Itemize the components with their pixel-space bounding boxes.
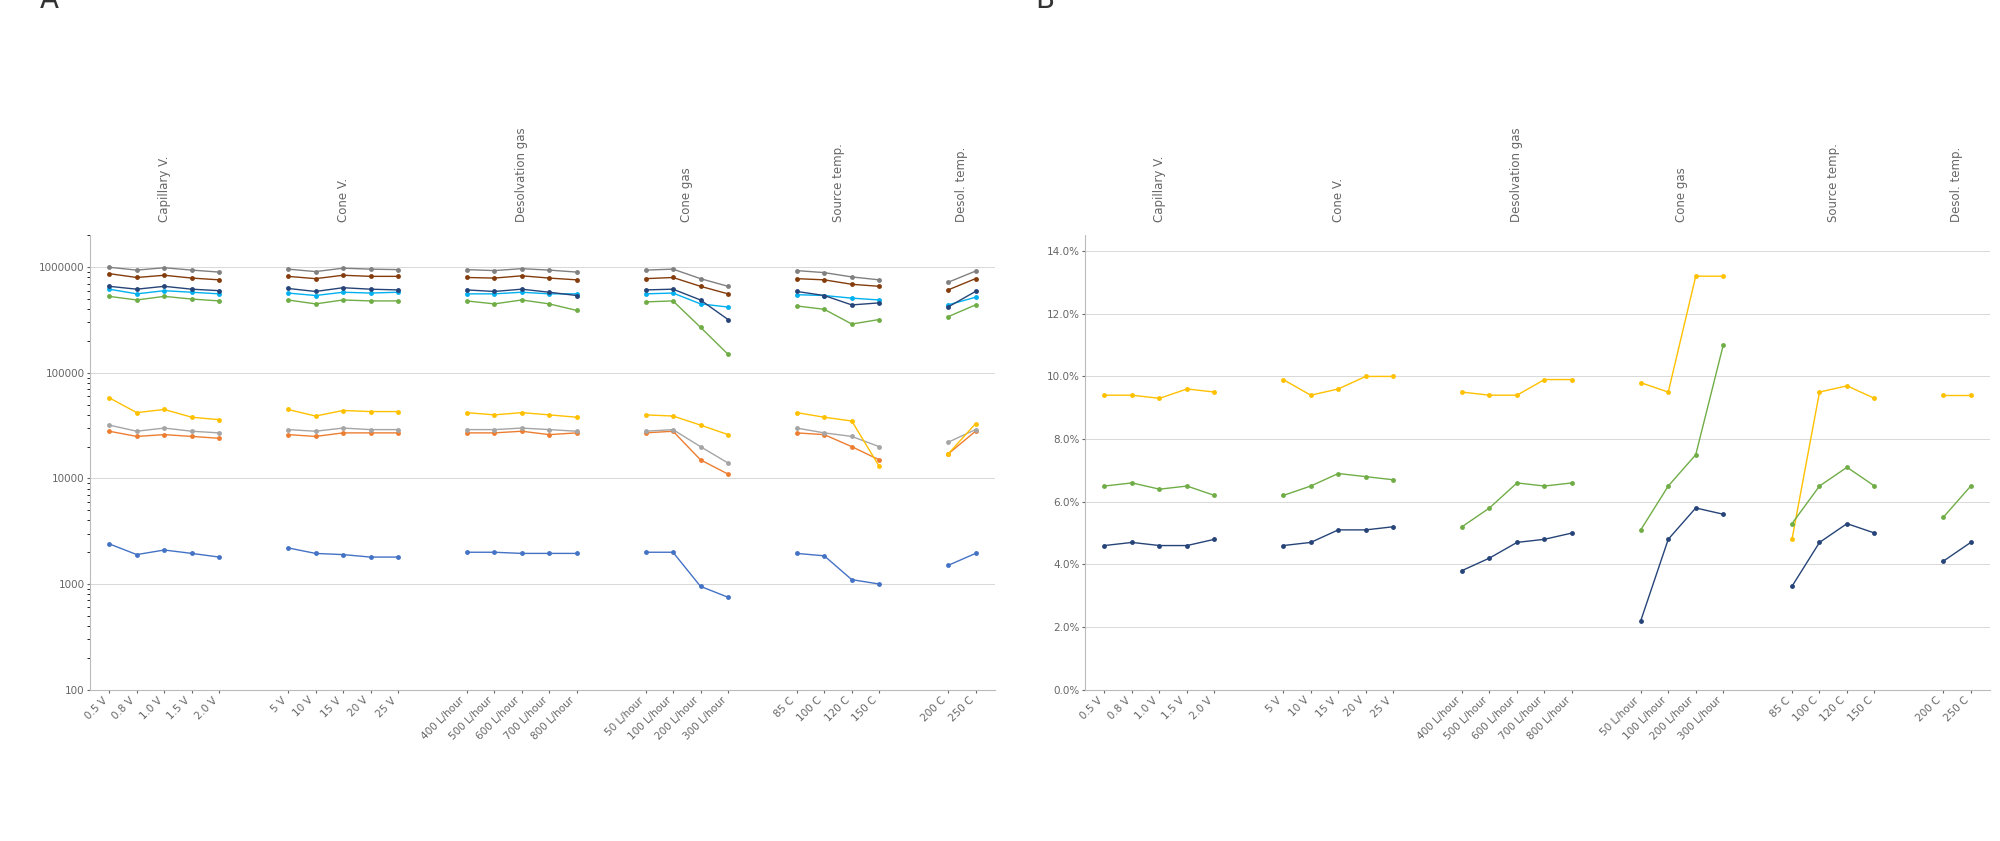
- Text: Source temp.: Source temp.: [1826, 143, 1840, 222]
- Text: Desolvation gas: Desolvation gas: [516, 127, 528, 222]
- Text: Cone gas: Cone gas: [680, 167, 694, 222]
- Text: Source temp.: Source temp.: [832, 143, 844, 222]
- Text: Cone V.: Cone V.: [1332, 177, 1344, 222]
- Text: Desol. temp.: Desol. temp.: [956, 146, 968, 222]
- Text: Desolvation gas: Desolvation gas: [1510, 127, 1524, 222]
- Text: Cone V.: Cone V.: [336, 177, 350, 222]
- Text: Cone gas: Cone gas: [1676, 167, 1688, 222]
- Text: A: A: [40, 0, 60, 13]
- Legend: %HFPO-TA -CO2, %PFHxDA-CO2, %PFODA-CO2: %HFPO-TA -CO2, %PFHxDA-CO2, %PFODA-CO2: [1392, 840, 1682, 841]
- Text: Desol. temp.: Desol. temp.: [1950, 146, 1964, 222]
- Legend: 33 FTA, 53FTA, 7:3 FTA, HFPO-TA, PFDoDS, PFHxDA, PFODA, PFTrDS, PFUnDS: 33 FTA, 53FTA, 7:3 FTA, HFPO-TA, PFDoDS,…: [270, 840, 814, 841]
- Text: Capillary V.: Capillary V.: [1152, 156, 1166, 222]
- Text: Capillary V.: Capillary V.: [158, 156, 170, 222]
- Text: B: B: [1036, 0, 1054, 13]
